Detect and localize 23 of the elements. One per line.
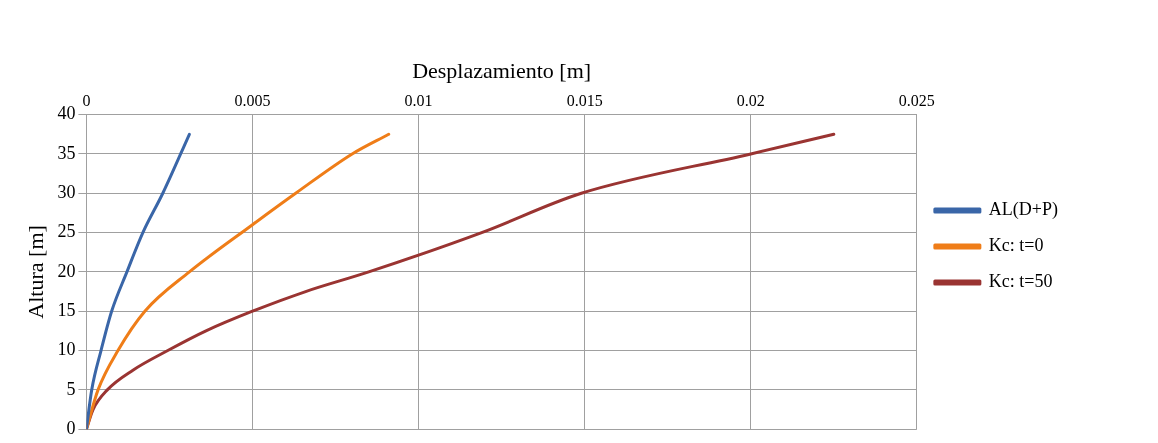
legend-label: Kc: t=50: [988, 271, 1053, 292]
y-tick-label: 15: [57, 299, 76, 320]
line-series: [86, 132, 391, 430]
line-series: [86, 132, 836, 430]
legend-label: Kc: t=0: [988, 235, 1044, 256]
y-tick-label: 10: [57, 339, 76, 360]
y-tick-label: 5: [66, 378, 76, 399]
y-tick-label: 40: [57, 103, 76, 124]
x-tick-label: 0.02: [736, 92, 765, 110]
y-tick-label: 20: [57, 260, 76, 281]
y-tick-label: 35: [57, 142, 76, 163]
legend-label: AL(D+P): [988, 199, 1059, 221]
x-tick-label: 0: [82, 92, 91, 110]
y-tick-label: 30: [57, 181, 76, 202]
y-tick-label: 0: [66, 417, 76, 438]
x-tick-label: 0.015: [566, 92, 603, 110]
y-tick-label: 25: [57, 221, 76, 242]
x-tick-label: 0.025: [898, 92, 935, 110]
x-tick-label: 0.01: [404, 92, 433, 110]
x-tick-label: 0.005: [234, 92, 271, 110]
y-axis-title: Altura [m]: [22, 225, 48, 319]
line-series: [86, 132, 191, 430]
x-axis-title: Desplazamiento [m]: [412, 57, 592, 83]
